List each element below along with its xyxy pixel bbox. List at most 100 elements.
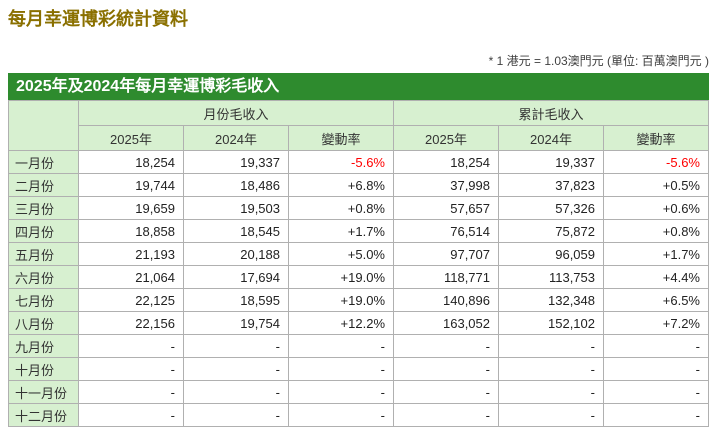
- page-title: 每月幸運博彩統計資料: [8, 9, 188, 29]
- cumulative-change-value: -: [603, 403, 709, 427]
- table-row: 十一月份 - - - - - -: [8, 380, 709, 404]
- monthly-2025-value: -: [78, 357, 184, 381]
- monthly-2025-value: -: [78, 380, 184, 404]
- monthly-2024-value: 17,694: [183, 265, 289, 289]
- cumulative-2024-value: 37,823: [498, 173, 604, 197]
- cumulative-2024-value: 96,059: [498, 242, 604, 266]
- cumulative-2024-header: 2024年: [498, 125, 604, 151]
- month-label: 五月份: [8, 242, 79, 266]
- month-label: 三月份: [8, 196, 79, 220]
- cumulative-2024-value: -: [498, 334, 604, 358]
- monthly-2025-value: 21,064: [78, 265, 184, 289]
- monthly-2024-value: -: [183, 403, 289, 427]
- monthly-2025-header: 2025年: [78, 125, 184, 151]
- monthly-2024-value: 19,503: [183, 196, 289, 220]
- monthly-2025-value: 18,858: [78, 219, 184, 243]
- cumulative-2025-value: 118,771: [393, 265, 499, 289]
- table-row: 十二月份 - - - - - -: [8, 403, 709, 427]
- cumulative-2025-value: -: [393, 380, 499, 404]
- table-row: 二月份 19,744 18,486 +6.8% 37,998 37,823 +0…: [8, 173, 709, 197]
- cumulative-change-value: -: [603, 380, 709, 404]
- cumulative-change-header: 變動率: [603, 125, 709, 151]
- month-label: 六月份: [8, 265, 79, 289]
- cumulative-2025-value: -: [393, 334, 499, 358]
- monthly-2024-value: -: [183, 334, 289, 358]
- cumulative-2024-value: 132,348: [498, 288, 604, 312]
- cumulative-2025-value: 97,707: [393, 242, 499, 266]
- cumulative-2025-header: 2025年: [393, 125, 499, 151]
- monthly-change-value: -: [288, 334, 394, 358]
- monthly-2025-value: 22,156: [78, 311, 184, 335]
- cumulative-change-value: +1.7%: [603, 242, 709, 266]
- month-label: 十月份: [8, 357, 79, 381]
- monthly-2024-value: -: [183, 380, 289, 404]
- month-label: 十二月份: [8, 403, 79, 427]
- table-row: 八月份 22,156 19,754 +12.2% 163,052 152,102…: [8, 311, 709, 335]
- cumulative-2024-value: 113,753: [498, 265, 604, 289]
- sub-header-row: 2025年 2024年 變動率 2025年 2024年 變動率: [9, 125, 709, 151]
- cumulative-2024-value: -: [498, 380, 604, 404]
- cumulative-2025-value: 18,254: [393, 150, 499, 174]
- monthly-change-value: -: [288, 403, 394, 427]
- cumulative-2025-value: 37,998: [393, 173, 499, 197]
- cumulative-2025-value: 57,657: [393, 196, 499, 220]
- monthly-2025-value: 19,659: [78, 196, 184, 220]
- monthly-2025-value: 22,125: [78, 288, 184, 312]
- table-row: 三月份 19,659 19,503 +0.8% 57,657 57,326 +0…: [8, 196, 709, 220]
- cumulative-change-value: +0.5%: [603, 173, 709, 197]
- cumulative-change-value: -5.6%: [603, 150, 709, 174]
- stats-table: 月份毛收入 累計毛收入 2025年 2024年 變動率 2025年 2024年 …: [8, 100, 709, 427]
- monthly-2024-header: 2024年: [183, 125, 289, 151]
- monthly-2025-value: 19,744: [78, 173, 184, 197]
- monthly-change-value: +19.0%: [288, 288, 394, 312]
- cumulative-change-value: -: [603, 334, 709, 358]
- group-header-cumulative: 累計毛收入: [393, 100, 709, 126]
- cumulative-2024-value: 19,337: [498, 150, 604, 174]
- unit-note: * 1 港元 = 1.03澳門元 (單位: 百萬澳門元 ): [488, 54, 709, 68]
- table-row: 六月份 21,064 17,694 +19.0% 118,771 113,753…: [8, 265, 709, 289]
- cumulative-change-value: +0.6%: [603, 196, 709, 220]
- monthly-2025-value: -: [78, 403, 184, 427]
- cumulative-2024-value: 75,872: [498, 219, 604, 243]
- cumulative-2024-value: 57,326: [498, 196, 604, 220]
- month-label: 九月份: [8, 334, 79, 358]
- cumulative-change-value: +4.4%: [603, 265, 709, 289]
- monthly-change-value: +19.0%: [288, 265, 394, 289]
- cumulative-2025-value: -: [393, 357, 499, 381]
- table-row: 五月份 21,193 20,188 +5.0% 97,707 96,059 +1…: [8, 242, 709, 266]
- monthly-2025-value: 18,254: [78, 150, 184, 174]
- monthly-change-value: +0.8%: [288, 196, 394, 220]
- monthly-2024-value: 18,595: [183, 288, 289, 312]
- table-caption-banner: 2025年及2024年每月幸運博彩毛收入: [8, 73, 709, 100]
- group-header-row: 月份毛收入 累計毛收入: [8, 100, 709, 151]
- month-label: 十一月份: [8, 380, 79, 404]
- cumulative-2025-value: 76,514: [393, 219, 499, 243]
- monthly-change-value: -: [288, 380, 394, 404]
- monthly-2024-value: -: [183, 357, 289, 381]
- page: 每月幸運博彩統計資料 * 1 港元 = 1.03澳門元 (單位: 百萬澳門元 )…: [8, 9, 709, 427]
- monthly-change-value: +5.0%: [288, 242, 394, 266]
- monthly-change-value: -5.6%: [288, 150, 394, 174]
- cumulative-change-value: -: [603, 357, 709, 381]
- table-row: 七月份 22,125 18,595 +19.0% 140,896 132,348…: [8, 288, 709, 312]
- monthly-2024-value: 19,337: [183, 150, 289, 174]
- cumulative-2024-value: -: [498, 403, 604, 427]
- month-label: 四月份: [8, 219, 79, 243]
- monthly-change-value: +12.2%: [288, 311, 394, 335]
- cumulative-2025-value: 163,052: [393, 311, 499, 335]
- cumulative-change-value: +6.5%: [603, 288, 709, 312]
- cumulative-change-value: +0.8%: [603, 219, 709, 243]
- monthly-change-value: +1.7%: [288, 219, 394, 243]
- monthly-2025-value: -: [78, 334, 184, 358]
- cumulative-2025-value: 140,896: [393, 288, 499, 312]
- monthly-2024-value: 19,754: [183, 311, 289, 335]
- cumulative-2024-value: 152,102: [498, 311, 604, 335]
- table-row: 十月份 - - - - - -: [8, 357, 709, 381]
- month-label: 八月份: [8, 311, 79, 335]
- cumulative-2024-value: -: [498, 357, 604, 381]
- cumulative-change-value: +7.2%: [603, 311, 709, 335]
- monthly-2025-value: 21,193: [78, 242, 184, 266]
- monthly-change-value: -: [288, 357, 394, 381]
- table-row: 一月份 18,254 19,337 -5.6% 18,254 19,337 -5…: [8, 150, 709, 174]
- month-label: 一月份: [8, 150, 79, 174]
